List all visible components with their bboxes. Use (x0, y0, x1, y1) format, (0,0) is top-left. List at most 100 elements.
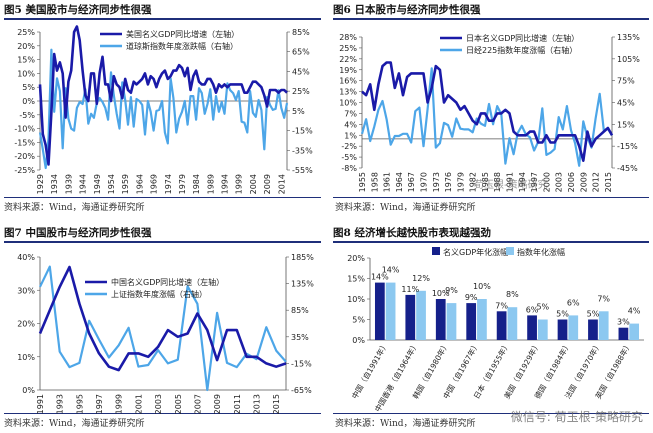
chart2-x-tick-label: 1961 (383, 172, 392, 192)
chart4-bar-gdp (466, 303, 477, 340)
chart2-x-tick-label: 2003 (555, 172, 564, 192)
chart4-y-tick-label: 10% (347, 295, 365, 304)
chart1-right-tick-label: 45% (292, 67, 310, 76)
panel1-title-rule (4, 18, 321, 20)
chart3-left-tick-label: 10% (17, 353, 35, 362)
chart3-x-tick-label: 2013 (252, 394, 261, 414)
chart2-left-tick-label: 13% (339, 88, 357, 97)
chart1-right-tick-label: -15% (292, 127, 313, 136)
chart3-x-tick-label: 2009 (213, 394, 222, 414)
chart4-bar-gdp-label: 6% (526, 305, 539, 314)
chart3-x-tick-label: 2007 (193, 394, 202, 414)
chart4-bar-index-label: 7% (597, 294, 610, 303)
chart4-y-tick-label: 15% (347, 275, 365, 284)
chart2-left-tick-label: 25% (339, 44, 357, 53)
chart1-left-tick-label: 15% (17, 56, 35, 65)
panel4-source: 资料来源：Wind，海通证券研究所 (335, 419, 476, 429)
chart2-left-tick-label: 22% (339, 55, 357, 64)
chart1-x-tick-label: 1999 (235, 174, 244, 194)
chart1-legend-label: 美国名义GDP同比增速（左轴） (126, 29, 239, 39)
chart1-x-tick-label: 2009 (263, 174, 272, 194)
chart4-bar-index-label: 6% (567, 298, 580, 307)
chart2-x-tick-label: 2009 (579, 172, 588, 192)
chart2-x-tick-label: 1967 (407, 172, 416, 192)
chart1-right-tick-label: -35% (292, 146, 313, 155)
chart1-right-tick-label: 5% (292, 107, 305, 116)
chart4-legend-swatch (432, 247, 440, 255)
chart4-bar-index (385, 282, 396, 340)
chart2-x-tick-label: 1958 (370, 172, 379, 192)
chart1-left-tick-label: 10% (17, 69, 35, 78)
chart3-x-tick-label: 1995 (75, 394, 84, 414)
chart1-series-right-line (38, 48, 289, 170)
chart1-left-tick-label: -5% (19, 111, 35, 120)
chart4-bar-index (477, 299, 487, 340)
chart3-x-tick-label: 1991 (36, 394, 45, 414)
chart2-right-tick-label: 75% (617, 77, 635, 86)
chart2-x-tick-label: 2000 (542, 172, 551, 192)
chart2-x-tick-label: 1982 (469, 172, 478, 192)
panel3-source: 资料来源：Wind，海通证券研究所 (4, 419, 145, 429)
chart4-bar-index-label: 5% (536, 303, 549, 312)
chart1-left-tick-label: -20% (14, 152, 35, 161)
chart1-x-tick-label: 2014 (277, 174, 286, 194)
chart3-left-tick-label: 0% (22, 386, 35, 395)
chart1-x-tick-label: 1984 (192, 174, 201, 194)
chart3-x-tick-label: 2003 (154, 394, 163, 414)
chart3-series-left-line (38, 265, 287, 372)
chart4-bar-gdp (496, 311, 507, 340)
chart4-bar-gdp (405, 294, 416, 340)
chart1-left-tick-label: 0% (22, 97, 35, 106)
chart2-x-tick-label: 1985 (481, 172, 490, 192)
chart4-bar-index-label: 4% (628, 307, 641, 316)
chart1-x-tick-label: 1989 (206, 174, 215, 194)
chart4-legend-label: 名义GDP年化涨幅 (443, 247, 508, 257)
chart2-x-tick-label: 1973 (432, 172, 441, 192)
watermark-small: 荀玉根-策略研究 (474, 180, 548, 191)
chart2-right-tick-label: 15% (617, 120, 635, 129)
chart1-x-tick-label: 1944 (79, 174, 88, 194)
chart1-x-tick-label: 1954 (107, 174, 116, 194)
chart4-bar-gdp-label: 11% (401, 285, 419, 294)
chart4-bar-index-label: 8% (506, 290, 519, 299)
panel4-title: 图8 经济增长越快股市表现越强劲 (333, 227, 491, 239)
chart1-x-tick-label: 1979 (178, 174, 187, 194)
chart4-bar-gdp (588, 319, 598, 340)
chart1-right-tick-label: -55% (292, 166, 313, 175)
chart3-x-tick-label: 1999 (115, 394, 124, 414)
chart2-right-tick-label: 135% (617, 33, 640, 42)
panel4-title-rule (333, 241, 649, 243)
chart4-bar-index (416, 290, 426, 340)
chart2-x-tick-label: 2012 (592, 172, 601, 192)
chart3-right-tick-label: -65% (291, 386, 312, 395)
chart2-left-tick-label: 4% (344, 120, 357, 129)
chart4-bar-index (629, 323, 640, 340)
chart1-x-tick-label: 1949 (93, 174, 102, 194)
chart3-legend-label: 上证指数年度涨幅（右轴） (111, 289, 207, 299)
chart4-legend-label: 指数年化涨幅 (517, 247, 565, 257)
chart3-left-tick-label: 30% (17, 286, 35, 295)
chart2-x-tick-label: 1997 (530, 172, 539, 192)
chart2-x-tick-label: 1976 (444, 172, 453, 192)
chart2-right-tick-label: -45% (617, 164, 638, 173)
chart1-x-tick-label: 1959 (121, 174, 130, 194)
chart4-bar-gdp-label: 3% (617, 318, 630, 327)
chart4-y-tick-label: 20% (347, 254, 365, 263)
chart2-left-tick-label: 10% (339, 99, 357, 108)
panel4-source-rule (333, 413, 649, 414)
panel2-source: 资料来源：Wind，海通证券研究所 (335, 203, 476, 213)
chart4-bar-index-label: 9% (445, 286, 458, 295)
chart4-bar-gdp-label: 7% (495, 301, 508, 310)
chart1-x-tick-label: 2004 (249, 174, 258, 194)
chart4-bar-gdp (435, 299, 446, 340)
chart2-left-tick-label: 1% (344, 131, 357, 140)
chart1-series-left-line (38, 25, 288, 166)
chart2-left-tick-label: 16% (339, 77, 357, 86)
chart1-legend-label: 道琼斯指数年度涨跌幅（右轴） (126, 41, 238, 51)
chart4-bar-gdp (374, 282, 385, 340)
panel3-title-rule (4, 241, 321, 243)
panel1-title: 图5 美国股市与经济同步性很强 (4, 4, 152, 16)
chart2-x-tick-label: 1964 (395, 172, 404, 192)
chart1-x-tick-label: 1969 (150, 174, 159, 194)
